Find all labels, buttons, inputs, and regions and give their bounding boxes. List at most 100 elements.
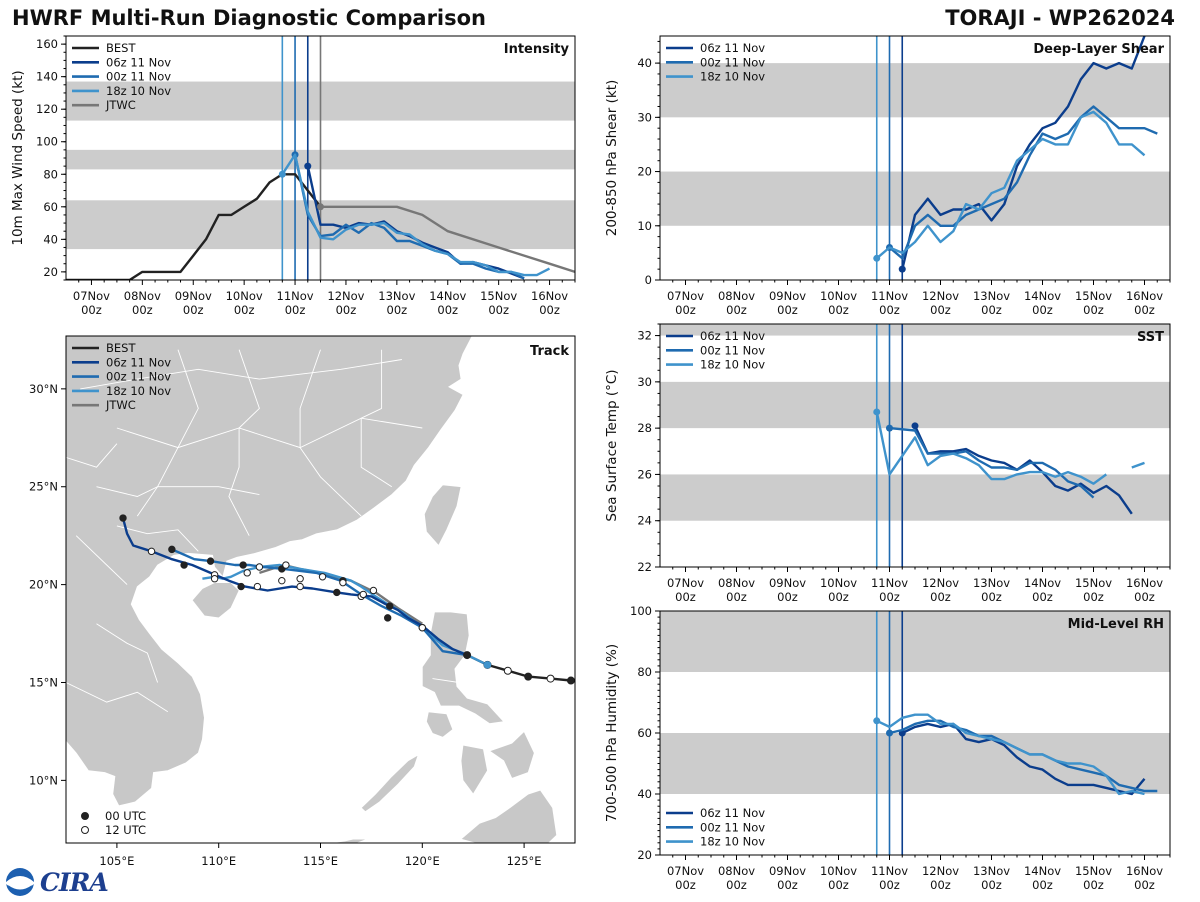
sst-x-tick-label: 00z: [930, 590, 951, 604]
rh-x-tick-label: 00z: [1032, 878, 1053, 892]
rh-x-tick-label: 00z: [777, 878, 798, 892]
track-marker: [206, 557, 215, 565]
shear-x-tick-label: 00z: [930, 303, 951, 317]
track-marker: [359, 590, 367, 599]
samar-land: [488, 730, 535, 779]
rh-x-tick-label: 00z: [1083, 878, 1104, 892]
track-marker: [253, 582, 262, 591]
rh-legend-label: 06z 11 Nov: [700, 806, 765, 820]
admin-boundary: [75, 535, 128, 585]
intensity-x-tick-label: 15Nov: [480, 289, 517, 303]
track-marker: [386, 602, 394, 610]
sst-x-tick-label: 08Nov: [718, 576, 755, 590]
intensity-series-line: [320, 205, 575, 274]
admin-boundary: [66, 443, 118, 468]
shear-y-tick-label: 20: [637, 165, 652, 179]
sst-x-tick-label: 00z: [1134, 590, 1155, 604]
intensity-x-tick-label: 00z: [488, 303, 509, 317]
cira-logo: CIRA: [4, 866, 114, 898]
track-x-tick-label: 125°E: [507, 854, 542, 868]
sst-start-marker: [886, 424, 893, 432]
sst-band: [660, 381, 1170, 429]
shear-legend-label: 00z 11 Nov: [700, 55, 765, 69]
intensity-y-axis-label: 10m Max Wind Speed (kt): [10, 70, 26, 245]
intensity-y-tick-label: 40: [43, 232, 58, 246]
track-marker: [255, 563, 264, 571]
track-marker: [318, 573, 327, 581]
intensity-x-tick-label: 00z: [336, 303, 357, 317]
intensity-y-tick-label: 20: [43, 265, 58, 279]
track-y-tick-label: 30°N: [29, 382, 58, 396]
track-legend-label: 00z 11 Nov: [106, 370, 171, 384]
shear-series-line: [876, 110, 1146, 260]
track-marker: [168, 545, 176, 554]
track-marker: [282, 561, 290, 569]
intensity-x-tick-label: 08Nov: [124, 289, 161, 303]
track-marker: [147, 547, 156, 556]
track-y-tick-label: 20°N: [29, 578, 58, 592]
sst-legend-label: 06z 11 Nov: [700, 329, 765, 343]
rh-x-tick-label: 00z: [1134, 878, 1155, 892]
borneo-land: [330, 838, 368, 843]
track-x-tick-label: 115°E: [303, 854, 338, 868]
rh-plot-area: [660, 611, 1170, 855]
track-marker: [369, 586, 378, 595]
intensity-x-tick-label: 00z: [132, 303, 153, 317]
shear-x-tick-label: 00z: [828, 303, 849, 317]
admin-boundary: [80, 359, 402, 390]
shear-x-tick-label: 00z: [675, 303, 696, 317]
intensity-legend-label: JTWC: [105, 98, 136, 112]
rh-panel-title: Mid-Level RH: [1068, 617, 1164, 632]
shear-x-tick-label: 16Nov: [1126, 289, 1163, 303]
track-start-marker: [483, 661, 492, 669]
admin-boundary: [432, 678, 459, 683]
sst-x-tick-label: 00z: [981, 590, 1002, 604]
rh-series-line: [901, 722, 1146, 796]
shear-y-tick-label: 0: [645, 273, 652, 287]
panel-rh: 2040608010007Nov00z08Nov00z09Nov00z10Nov…: [604, 604, 1171, 892]
shear-y-tick-label: 30: [637, 110, 652, 124]
intensity-x-tick-label: 10Nov: [226, 289, 263, 303]
track-marker: [418, 623, 426, 632]
rh-y-tick-label: 100: [630, 604, 652, 618]
track-marker: [278, 576, 286, 585]
track-marker: [119, 514, 127, 522]
taiwan-land: [423, 484, 462, 547]
rh-y-tick-label: 40: [637, 787, 652, 801]
track-y-tick-label: 10°N: [29, 773, 58, 787]
rh-band: [660, 611, 1170, 672]
intensity-y-tick-label: 160: [36, 37, 58, 51]
track-marker: [239, 561, 247, 569]
shear-x-tick-label: 08Nov: [718, 289, 755, 303]
rh-x-tick-label: 09Nov: [769, 864, 806, 878]
shear-x-tick-label: 10Nov: [820, 289, 857, 303]
shear-plot-area: [660, 36, 1170, 280]
intensity-y-tick-label: 120: [36, 102, 58, 116]
shear-x-tick-label: 07Nov: [667, 289, 704, 303]
intensity-y-tick-label: 100: [36, 135, 58, 149]
track-marker: [243, 569, 251, 577]
intensity-x-tick-label: 14Nov: [429, 289, 466, 303]
rh-x-tick-label: 10Nov: [820, 864, 857, 878]
rh-x-tick-label: 16Nov: [1126, 864, 1163, 878]
track-marker: [503, 666, 512, 675]
shear-x-tick-label: 12Nov: [922, 289, 959, 303]
sst-y-tick-label: 32: [637, 329, 652, 343]
sst-x-tick-label: 07Nov: [667, 576, 704, 590]
intensity-series-line: [281, 153, 551, 277]
sst-start-marker: [873, 408, 881, 416]
sst-x-tick-label: 00z: [879, 590, 900, 604]
shear-x-tick-label: 13Nov: [973, 289, 1010, 303]
track-marker: [463, 651, 472, 660]
intensity-x-tick-label: 00z: [81, 303, 102, 317]
rh-legend-label: 00z 11 Nov: [700, 820, 765, 834]
intensity-x-tick-label: 00z: [183, 303, 204, 317]
sst-plot-area: [660, 324, 1170, 567]
track-x-tick-label: 110°E: [201, 854, 236, 868]
rh-x-tick-label: 00z: [675, 878, 696, 892]
intensity-legend-label: 18z 10 Nov: [106, 84, 171, 98]
sst-x-tick-label: 00z: [777, 590, 798, 604]
sst-band: [660, 474, 1170, 521]
rh-legend-label: 18z 10 Nov: [700, 835, 765, 849]
